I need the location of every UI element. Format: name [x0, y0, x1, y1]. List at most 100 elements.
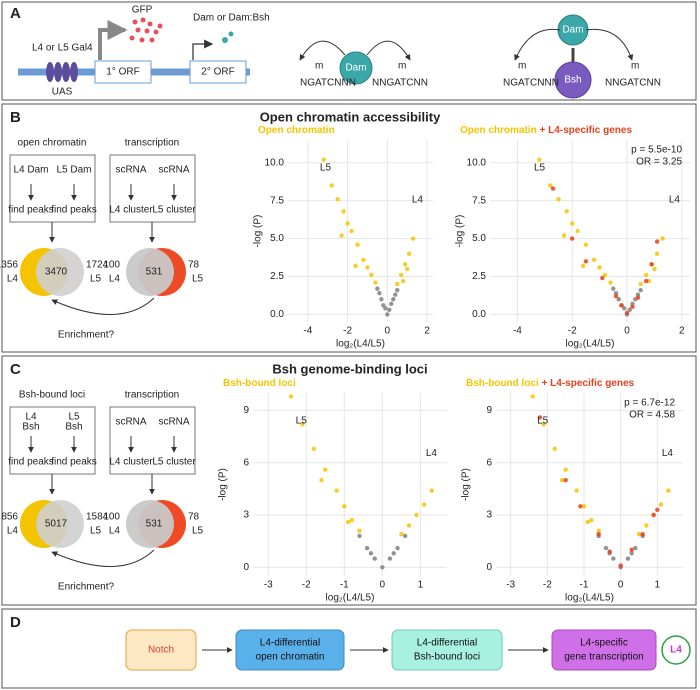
point	[552, 446, 557, 451]
point	[342, 504, 347, 509]
panel-label: B	[10, 109, 21, 126]
orf1-label: 1° ORF	[106, 67, 139, 78]
point	[652, 266, 657, 272]
input-label: Bsh	[65, 422, 82, 433]
point	[640, 531, 645, 537]
y-tick-label: 0	[243, 562, 249, 573]
uas-label: UAS	[52, 87, 73, 98]
annotation: L5	[320, 163, 332, 174]
methyl-mark: m	[398, 61, 406, 72]
methylation-arrow	[585, 28, 634, 61]
x-tick-label: -2	[568, 326, 577, 337]
legend-entry: Bsh-bound loci	[466, 378, 539, 389]
point	[300, 422, 305, 427]
dam-label: Dam	[562, 25, 583, 36]
sequence: NGATCNNN	[503, 78, 559, 89]
venn-group: L4	[7, 526, 19, 537]
point	[357, 533, 362, 539]
point	[548, 183, 553, 188]
y-axis-label: -log (P)	[253, 215, 264, 248]
x-tick-label: 0	[385, 326, 391, 337]
input-label: L5 Dam	[56, 165, 91, 176]
x-tick-label: 2	[424, 326, 430, 337]
x-tick-label: -3	[506, 580, 515, 591]
promoter-arrow	[98, 20, 128, 60]
dam-dot	[228, 31, 234, 37]
step-box	[235, 629, 345, 671]
point	[429, 488, 434, 493]
annotation: L4	[412, 195, 424, 206]
y-tick-label: 5.0	[270, 233, 284, 244]
point	[379, 297, 384, 302]
point	[638, 287, 643, 293]
input-label: scRNA	[158, 165, 189, 176]
x-tick-label: -4	[513, 326, 522, 337]
point	[629, 551, 634, 556]
point	[323, 467, 328, 472]
method-box	[109, 154, 196, 223]
point	[602, 272, 608, 278]
dam-dot	[222, 37, 228, 43]
point	[608, 280, 613, 285]
column-title: transcription	[125, 138, 179, 149]
y-tick-label: 5.0	[472, 233, 486, 244]
x-axis-label: log₂(L4/L5)	[326, 593, 375, 604]
x-tick-label: -3	[264, 580, 273, 591]
point	[334, 488, 339, 493]
step-label: L4-differential	[260, 638, 320, 649]
step-label: Notch	[148, 645, 174, 656]
point	[406, 523, 412, 528]
badge	[661, 635, 691, 665]
y-axis-label: -log (P)	[461, 468, 472, 501]
question-label: Enrichment?	[58, 330, 115, 341]
input-label: L5	[68, 412, 80, 423]
point	[616, 297, 621, 302]
y-tick-label: 0.0	[472, 309, 486, 320]
point	[380, 565, 385, 570]
statistic: OR = 4.58	[629, 410, 675, 421]
point	[666, 488, 671, 493]
point	[629, 547, 634, 553]
x-tick-label: 0	[618, 580, 624, 591]
point	[569, 221, 575, 226]
annotation: L4	[669, 195, 681, 206]
point	[574, 488, 579, 493]
point	[633, 545, 638, 551]
output-label: find peaks	[51, 205, 97, 216]
step-box	[391, 629, 503, 671]
x-tick-label: 2	[679, 326, 685, 337]
step-label: open chromatin	[256, 652, 325, 663]
point	[530, 394, 535, 399]
venn-group: L4	[109, 526, 121, 537]
venn-group: L5	[90, 274, 102, 285]
point	[537, 157, 542, 162]
x-tick-label: -1	[580, 580, 589, 591]
input-label: scRNA	[115, 417, 146, 428]
x-tick-label: -2	[302, 580, 311, 591]
point	[395, 281, 400, 287]
x-tick-label: 0	[624, 326, 630, 337]
point	[561, 233, 567, 238]
method-box	[9, 154, 96, 223]
venn-group: L5	[192, 274, 204, 285]
input-label: L4 Dam	[13, 165, 48, 176]
input-label: scRNA	[115, 165, 146, 176]
point	[550, 186, 556, 191]
point	[611, 286, 616, 291]
venn-circle	[36, 248, 84, 296]
venn-count: 78	[188, 260, 200, 271]
point	[589, 518, 594, 523]
output-label: L5 cluster	[152, 205, 196, 216]
methylation-arrow	[299, 40, 346, 61]
statistic: OR = 3.25	[636, 157, 682, 168]
point	[559, 477, 565, 483]
methyl-mark: m	[315, 61, 323, 72]
output-label: find peaks	[8, 205, 54, 216]
y-axis-label: -log (P)	[455, 215, 466, 248]
point	[654, 251, 660, 256]
point	[619, 303, 624, 308]
annotation: L5	[537, 416, 549, 427]
point	[329, 183, 334, 188]
venn-overlap: 531	[146, 267, 163, 278]
sequence: NNGATCNN	[605, 78, 661, 89]
